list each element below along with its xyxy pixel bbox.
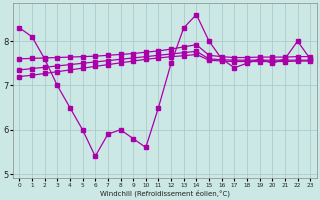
X-axis label: Windchill (Refroidissement éolien,°C): Windchill (Refroidissement éolien,°C) — [100, 189, 230, 197]
